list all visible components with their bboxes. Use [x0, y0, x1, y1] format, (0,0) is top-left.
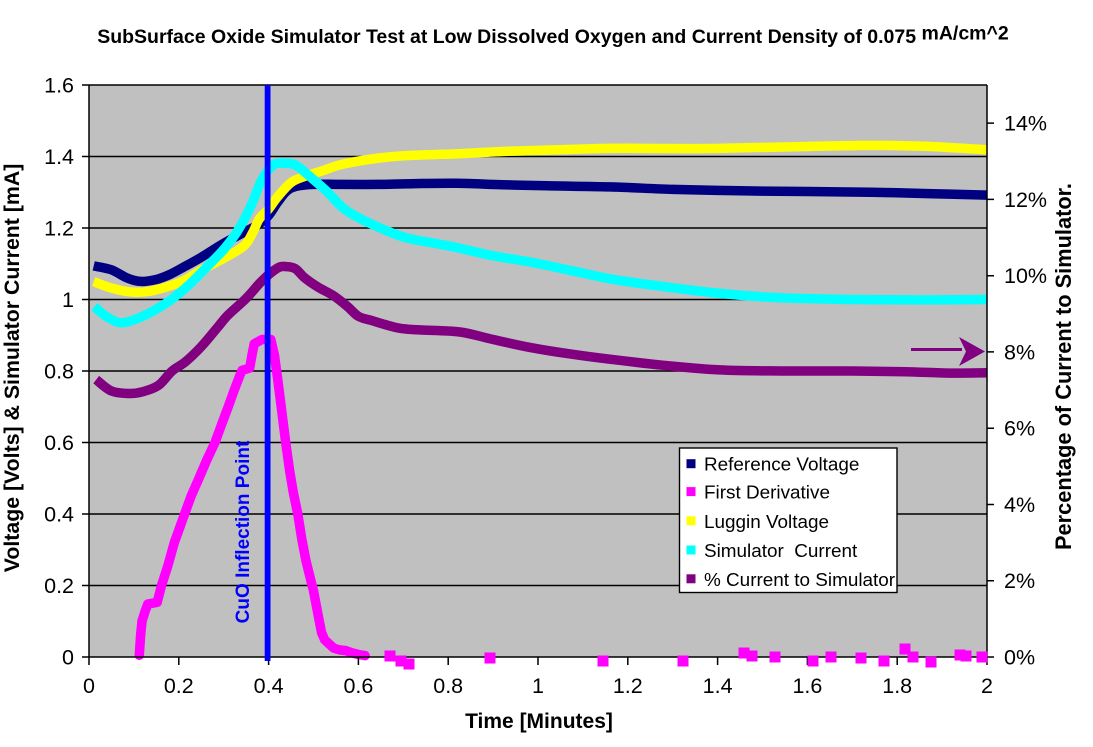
svg-text:0.8: 0.8 [433, 674, 463, 698]
svg-text:4%: 4% [1004, 493, 1035, 517]
svg-text:Time [Minutes]: Time [Minutes] [465, 710, 613, 733]
svg-text:0: 0 [83, 674, 95, 698]
svg-text:1.2: 1.2 [44, 217, 74, 241]
svg-text:1: 1 [62, 288, 74, 312]
svg-text:6%: 6% [1004, 417, 1035, 441]
svg-text:1.2: 1.2 [613, 674, 643, 698]
svg-text:1.8: 1.8 [882, 674, 912, 698]
svg-text:Reference Voltage: Reference Voltage [704, 455, 859, 476]
svg-text:1: 1 [532, 674, 544, 698]
svg-text:SubSurface Oxide Simulator Tes: SubSurface Oxide Simulator Test at Low D… [97, 23, 1009, 49]
svg-text:Percentage of Current to Simul: Percentage of Current to Simulator. [1051, 183, 1076, 550]
svg-text:1.4: 1.4 [703, 674, 733, 698]
svg-text:0.2: 0.2 [164, 674, 194, 698]
svg-text:Simulator Current: Simulator Current [704, 541, 858, 562]
svg-text:First Derivative: First Derivative [704, 483, 830, 504]
svg-text:Luggin Voltage: Luggin Voltage [704, 512, 829, 533]
svg-text:0.8: 0.8 [44, 360, 74, 384]
svg-text:1.6: 1.6 [44, 74, 74, 98]
svg-text:2%: 2% [1004, 569, 1035, 593]
svg-text:0.2: 0.2 [44, 574, 74, 598]
svg-text:1.4: 1.4 [44, 145, 74, 169]
svg-text:10%: 10% [1004, 264, 1047, 288]
svg-text:2: 2 [981, 674, 993, 698]
svg-text:12%: 12% [1004, 188, 1047, 212]
svg-text:0: 0 [62, 646, 74, 670]
svg-text:Voltage [Volts] & Simulator Cu: Voltage [Volts] & Simulator Current [mA] [0, 164, 24, 573]
svg-text:0%: 0% [1004, 646, 1035, 670]
svg-text:0.4: 0.4 [254, 674, 284, 698]
svg-text:8%: 8% [1004, 340, 1035, 364]
svg-text:CuO Inflection Point: CuO Inflection Point [233, 440, 254, 623]
svg-text:0.6: 0.6 [44, 431, 74, 455]
svg-text:0.6: 0.6 [343, 674, 373, 698]
svg-text:% Current to Simulator: % Current to Simulator [704, 570, 895, 591]
svg-text:0.4: 0.4 [44, 503, 74, 527]
svg-text:14%: 14% [1004, 112, 1047, 136]
svg-text:1.6: 1.6 [792, 674, 822, 698]
